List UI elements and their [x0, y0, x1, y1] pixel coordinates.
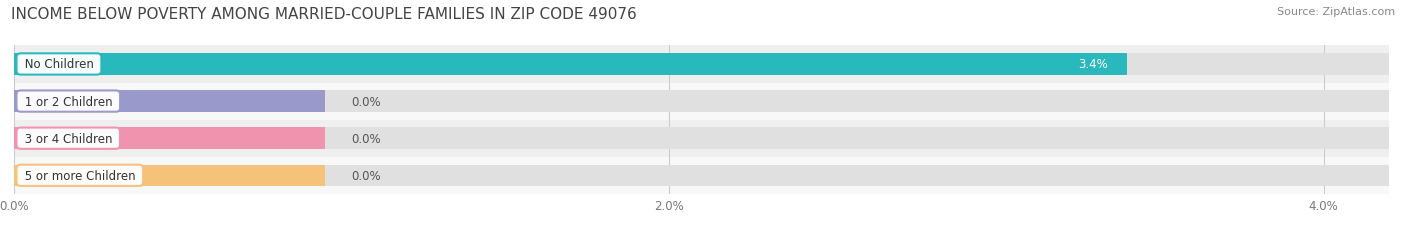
Text: 5 or more Children: 5 or more Children — [21, 169, 139, 182]
Text: 3.4%: 3.4% — [1078, 58, 1108, 71]
Bar — [14, 54, 1389, 75]
Text: 0.0%: 0.0% — [352, 169, 381, 182]
Bar — [14, 128, 325, 149]
Bar — [14, 91, 1389, 112]
Bar — [14, 83, 1389, 120]
Text: INCOME BELOW POVERTY AMONG MARRIED-COUPLE FAMILIES IN ZIP CODE 49076: INCOME BELOW POVERTY AMONG MARRIED-COUPL… — [11, 7, 637, 22]
Text: No Children: No Children — [21, 58, 97, 71]
Text: Source: ZipAtlas.com: Source: ZipAtlas.com — [1277, 7, 1395, 17]
Bar — [14, 46, 1389, 83]
Bar — [14, 91, 325, 112]
Text: 0.0%: 0.0% — [352, 95, 381, 108]
Bar — [14, 54, 1128, 75]
Bar — [14, 165, 1389, 186]
Bar — [14, 165, 325, 186]
Text: 3 or 4 Children: 3 or 4 Children — [21, 132, 115, 145]
Bar — [14, 157, 1389, 194]
Text: 1 or 2 Children: 1 or 2 Children — [21, 95, 115, 108]
Bar — [14, 120, 1389, 157]
Text: 0.0%: 0.0% — [352, 132, 381, 145]
Bar — [14, 128, 1389, 149]
